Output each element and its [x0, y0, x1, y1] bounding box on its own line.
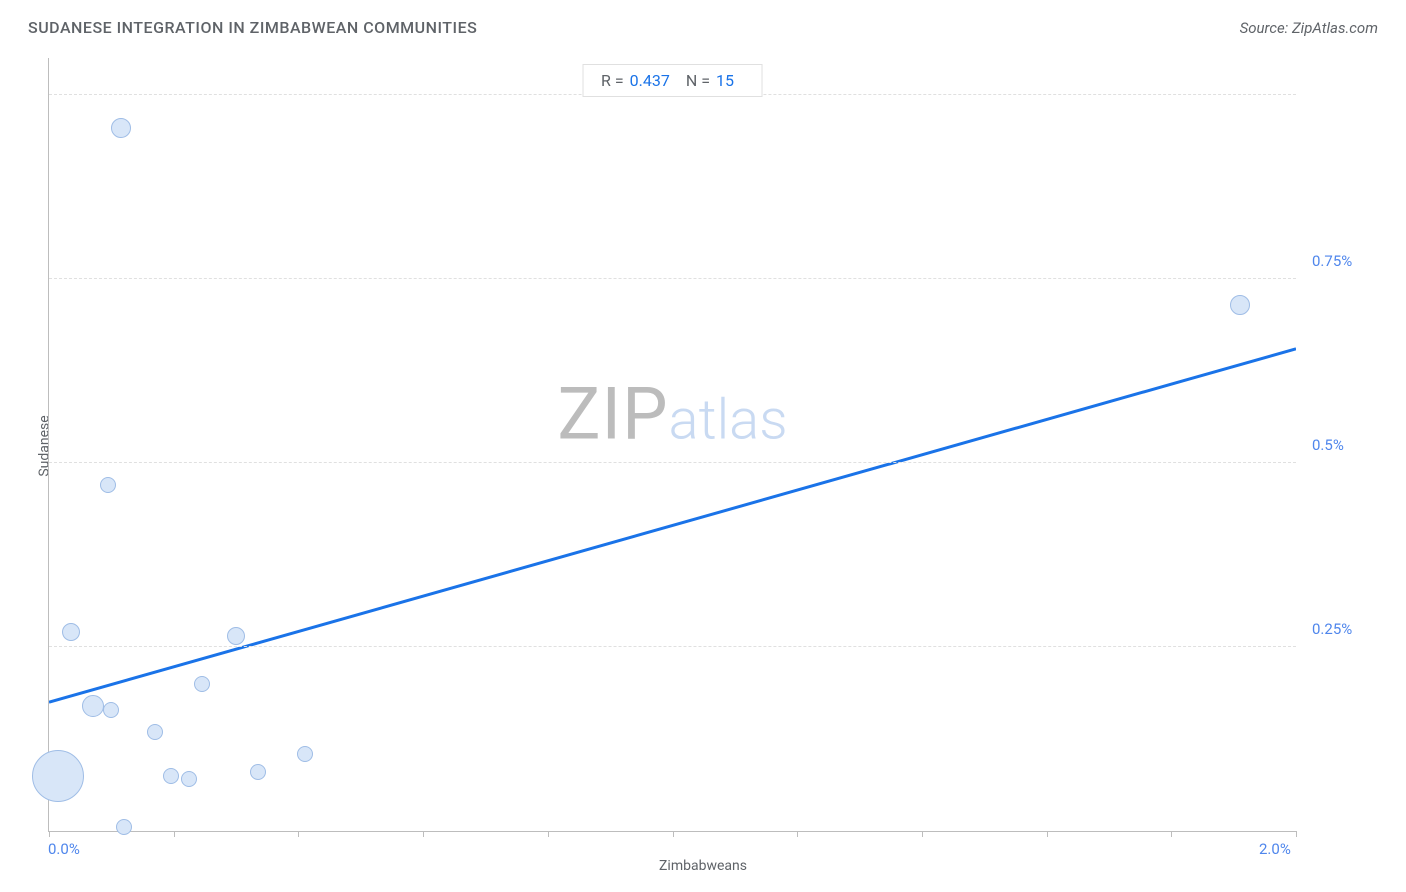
gridline [49, 462, 1296, 463]
trendline [49, 58, 1296, 831]
x-tick-label: 0.0% [48, 840, 80, 858]
data-point[interactable] [147, 724, 163, 740]
data-point[interactable] [163, 768, 179, 784]
data-point[interactable] [250, 764, 266, 780]
x-tick [1296, 831, 1297, 837]
data-point[interactable] [62, 623, 80, 641]
stat-n-label: N = [686, 71, 710, 90]
stat-r-value: 0.437 [630, 71, 670, 90]
stats-box: R = 0.437 N = 15 [582, 64, 763, 97]
watermark-zip: ZIP [557, 371, 668, 456]
x-tick [174, 831, 175, 837]
data-point[interactable] [32, 750, 84, 802]
data-point[interactable] [1230, 295, 1250, 315]
x-tick [1047, 831, 1048, 837]
scatter-chart: R = 0.437 N = 15 ZIPatlas [48, 58, 1296, 832]
x-tick [298, 831, 299, 837]
x-tick [548, 831, 549, 837]
chart-title: SUDANESE INTEGRATION IN ZIMBABWEAN COMMU… [28, 18, 477, 37]
gridline [49, 278, 1296, 279]
data-point[interactable] [116, 819, 132, 835]
data-point[interactable] [297, 746, 313, 762]
data-point[interactable] [103, 702, 119, 718]
chart-header: SUDANESE INTEGRATION IN ZIMBABWEAN COMMU… [0, 0, 1406, 47]
watermark: ZIPatlas [557, 371, 787, 456]
chart-source: Source: ZipAtlas.com [1240, 19, 1378, 37]
watermark-atlas: atlas [669, 386, 788, 452]
x-tick-label: 2.0% [1259, 840, 1291, 858]
x-axis-label: Zimbabweans [659, 858, 747, 874]
x-tick [797, 831, 798, 837]
x-tick [922, 831, 923, 837]
regression-line [49, 349, 1296, 702]
data-point[interactable] [111, 118, 131, 138]
data-point[interactable] [194, 676, 210, 692]
stat-r-label: R = [601, 71, 624, 90]
y-tick-label: 0.5% [1312, 436, 1344, 454]
x-tick [673, 831, 674, 837]
data-point[interactable] [82, 695, 104, 717]
data-point[interactable] [181, 771, 197, 787]
x-tick [423, 831, 424, 837]
x-tick [49, 831, 50, 837]
stat-n-value: 15 [716, 71, 734, 90]
y-tick-label: 0.25% [1312, 620, 1352, 638]
data-point[interactable] [227, 627, 245, 645]
data-point[interactable] [100, 477, 116, 493]
gridline [49, 646, 1296, 647]
y-tick-label: 0.75% [1312, 252, 1352, 270]
x-tick [1171, 831, 1172, 837]
